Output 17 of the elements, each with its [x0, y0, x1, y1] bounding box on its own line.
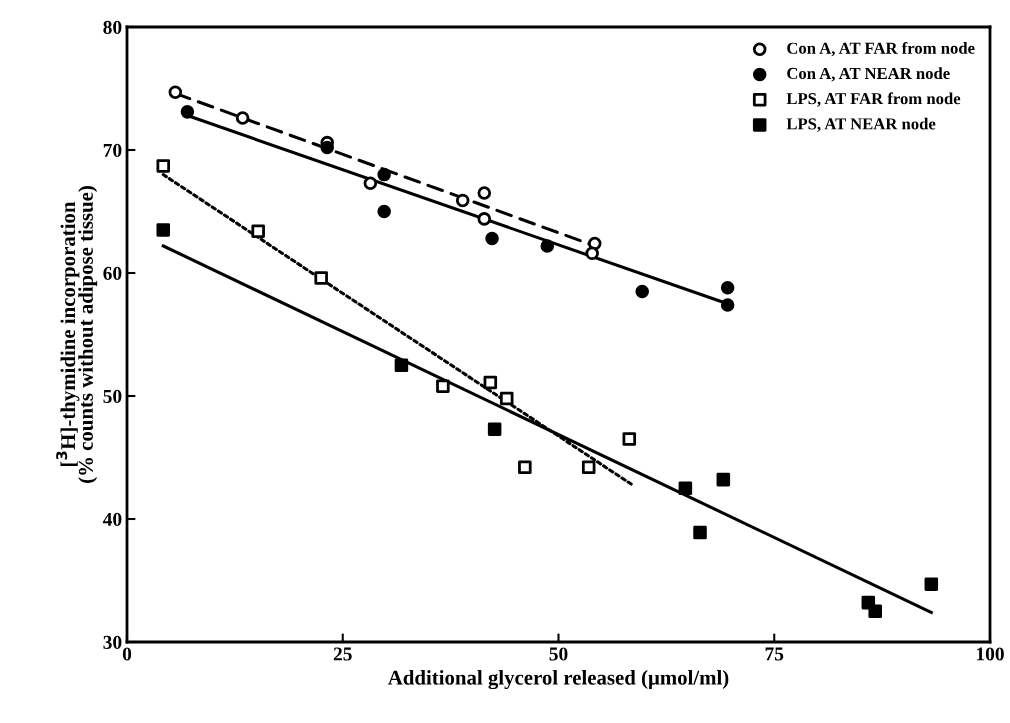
legend-label: LPS, AT FAR from node	[786, 92, 961, 107]
y-tick-label: 30	[103, 635, 122, 649]
x-tick-label: 75	[765, 647, 784, 661]
x-tick-label: 0	[122, 647, 132, 661]
y-tick-label: 60	[103, 266, 122, 280]
x-tick-label: 100	[976, 647, 1004, 661]
y-tick-label: 50	[103, 389, 122, 403]
x-tick-label: 50	[549, 647, 568, 661]
x-tick-label: 25	[333, 647, 352, 661]
y-axis-title: [$^{3}$H]-thymidine incorporation (% counts without adipose tissue)	[56, 186, 98, 483]
y-tick-label: 70	[103, 143, 122, 157]
legend-label: Con A, AT NEAR node	[787, 67, 950, 82]
y-tick-label: 40	[102, 512, 122, 526]
y-tick-label: 80	[103, 20, 122, 34]
legend-label: Con A, AT FAR from node	[787, 41, 975, 57]
x-axis-title: Additional glycerol released (μmol/ml)	[387, 670, 729, 690]
legend-label: LPS, AT NEAR node	[786, 117, 936, 132]
